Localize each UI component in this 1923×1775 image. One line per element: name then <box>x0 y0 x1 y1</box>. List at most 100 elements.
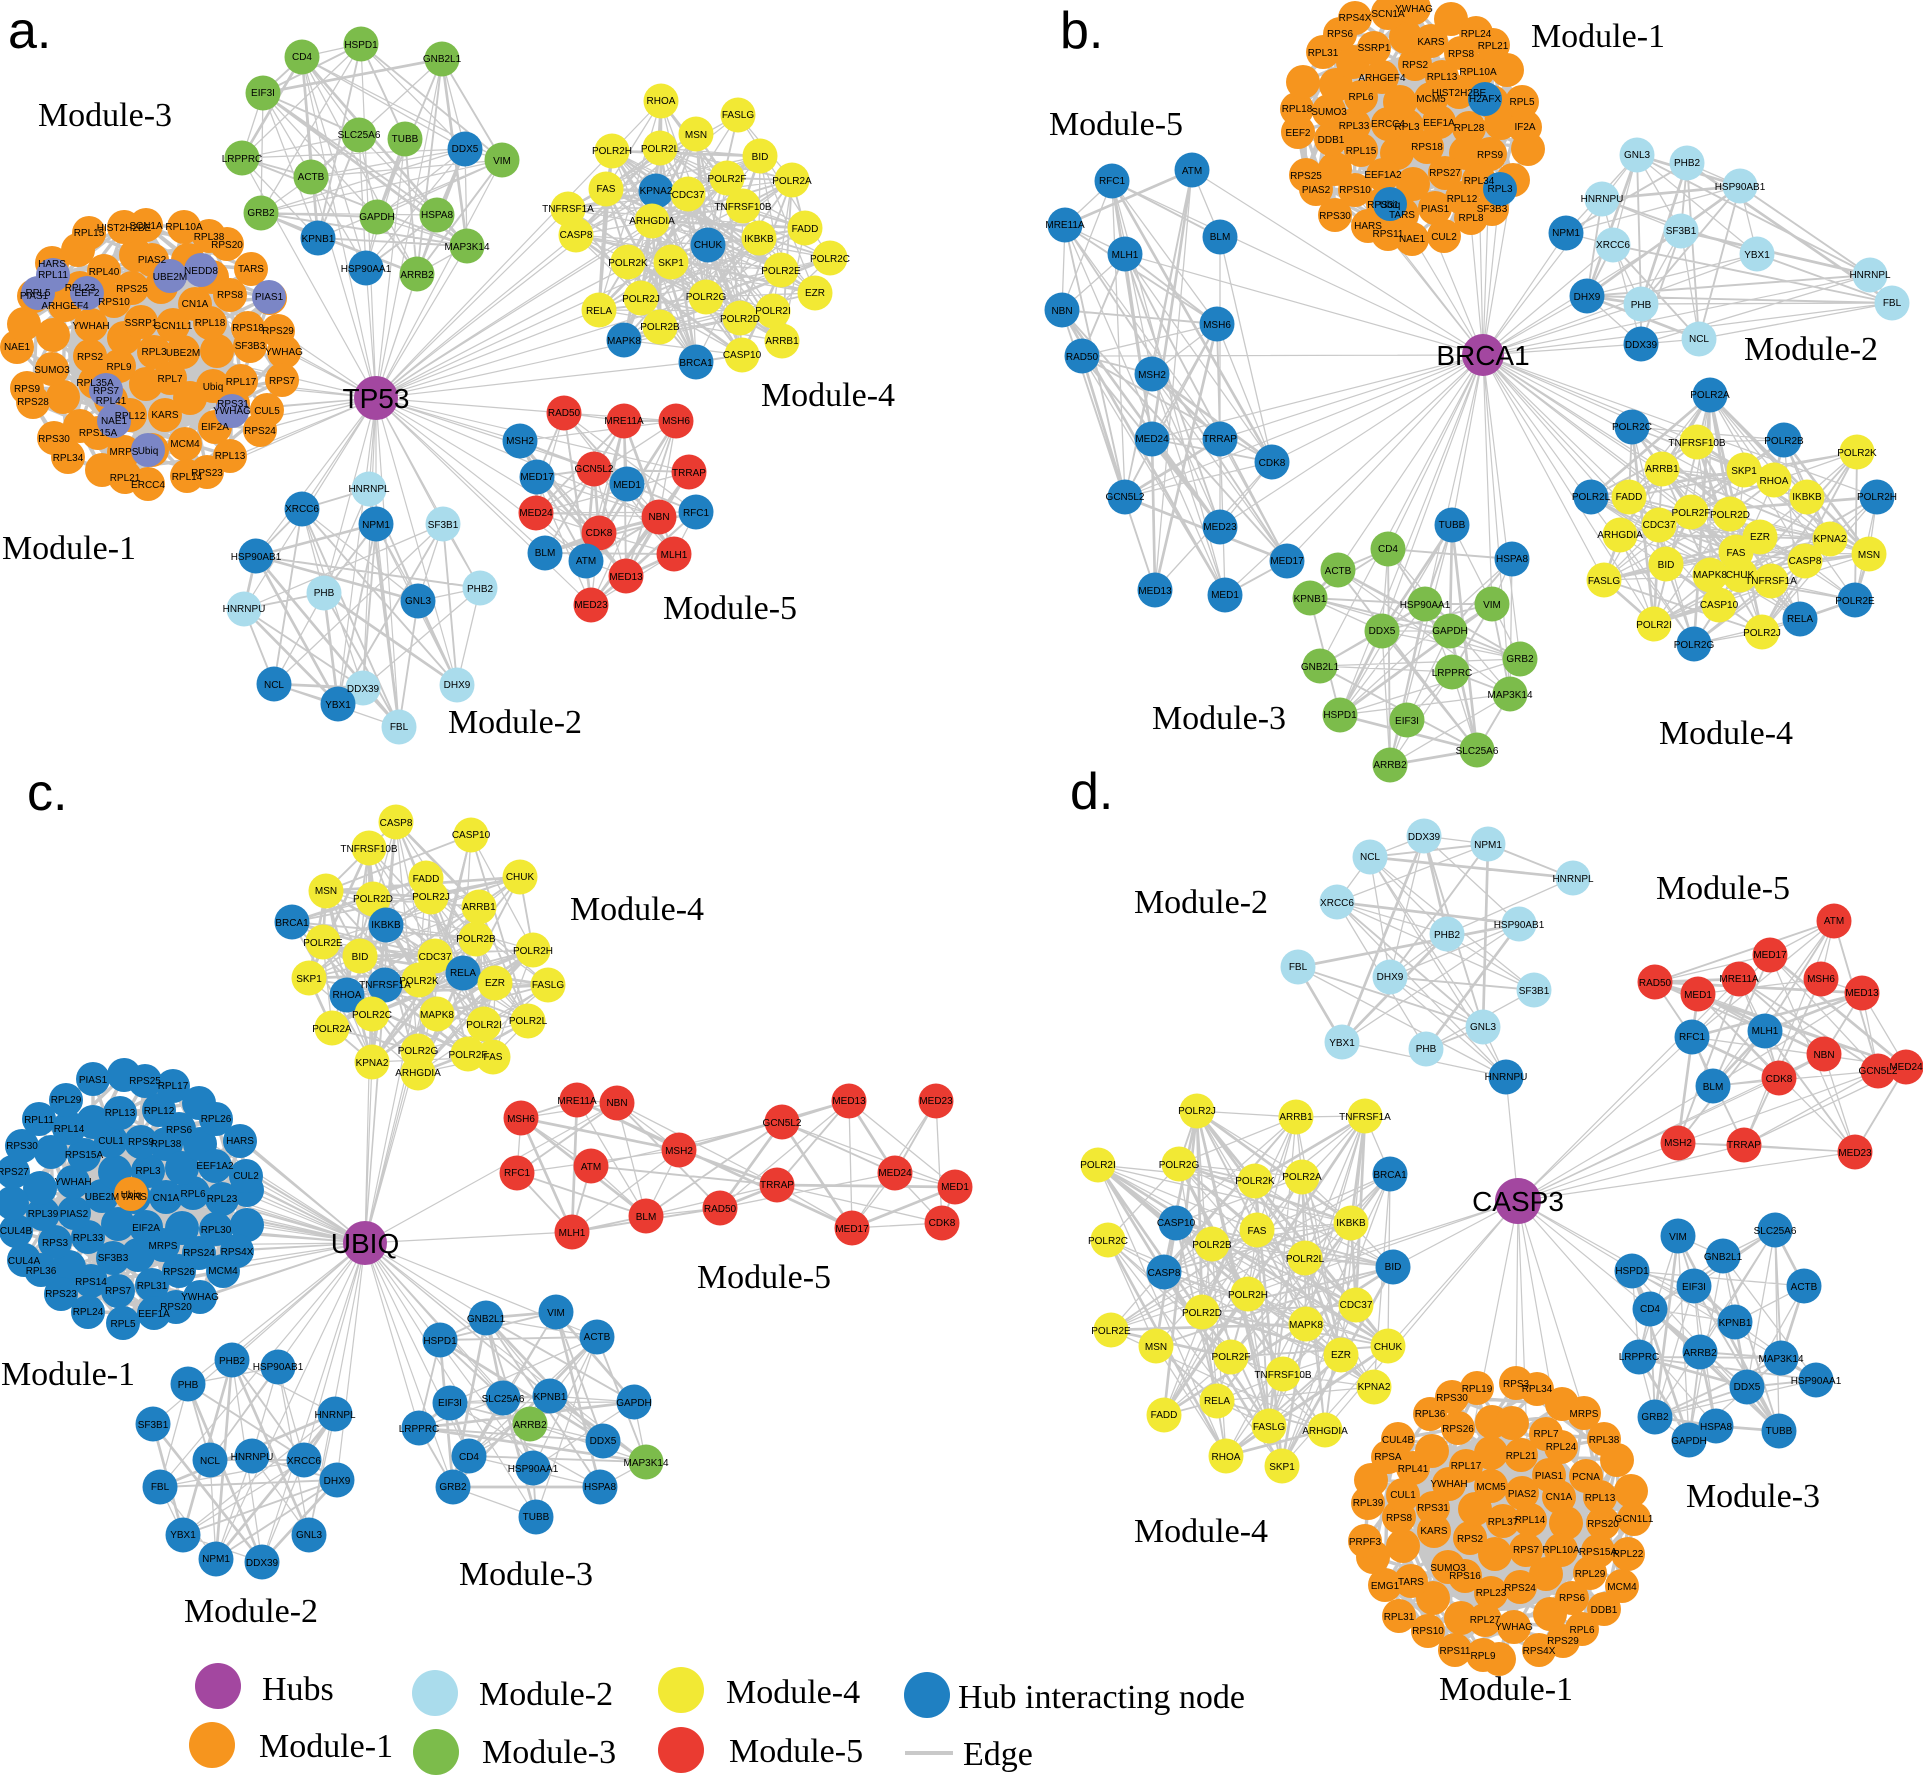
svg-text:DHX9: DHX9 <box>324 1476 351 1487</box>
svg-text:Hubs: Hubs <box>262 1671 334 1708</box>
svg-text:RPL12: RPL12 <box>115 411 146 422</box>
svg-text:TARS: TARS <box>1389 210 1415 221</box>
svg-text:RPS7: RPS7 <box>105 1286 132 1297</box>
svg-text:RPL31: RPL31 <box>1384 1612 1415 1623</box>
svg-text:RPL39: RPL39 <box>1353 1498 1384 1509</box>
svg-text:CD4: CD4 <box>1640 1304 1660 1315</box>
svg-text:EZR: EZR <box>1331 1350 1351 1361</box>
svg-text:POLR2D: POLR2D <box>1710 510 1750 521</box>
svg-text:ARRB1: ARRB1 <box>765 336 799 347</box>
svg-text:RPL23: RPL23 <box>207 1194 238 1205</box>
svg-text:CASP3: CASP3 <box>1472 1186 1564 1217</box>
svg-text:RPL3: RPL3 <box>1394 122 1419 133</box>
svg-text:NBN: NBN <box>648 512 669 523</box>
svg-text:EMG1: EMG1 <box>1371 1581 1400 1592</box>
svg-text:FBL: FBL <box>1289 962 1308 973</box>
svg-text:CASP10: CASP10 <box>452 830 491 841</box>
svg-text:MCM5: MCM5 <box>1416 94 1446 105</box>
svg-text:RPL24: RPL24 <box>73 1307 104 1318</box>
svg-text:RPL27: RPL27 <box>1470 1615 1501 1626</box>
svg-text:RHOA: RHOA <box>333 990 362 1001</box>
svg-text:RPL6: RPL6 <box>1348 92 1373 103</box>
svg-text:HSP90AA1: HSP90AA1 <box>1400 600 1451 611</box>
svg-text:CN1A: CN1A <box>1546 1492 1573 1503</box>
svg-text:BLM: BLM <box>636 1212 657 1223</box>
svg-text:RPL28: RPL28 <box>1454 123 1485 134</box>
svg-text:EIF3I: EIF3I <box>251 88 275 99</box>
svg-text:MED17: MED17 <box>1270 556 1304 567</box>
svg-text:RPS7: RPS7 <box>93 386 120 397</box>
svg-text:RPS18: RPS18 <box>1411 142 1443 153</box>
svg-text:MSH6: MSH6 <box>1807 974 1835 985</box>
svg-text:DDB1: DDB1 <box>1591 1605 1618 1616</box>
svg-text:ATM: ATM <box>576 556 596 567</box>
svg-text:SLC25A6: SLC25A6 <box>338 130 381 141</box>
svg-text:MAP3K14: MAP3K14 <box>623 1458 668 1469</box>
svg-text:FADD: FADD <box>1151 1410 1178 1421</box>
svg-text:EZR: EZR <box>485 978 505 989</box>
svg-text:POLR2I: POLR2I <box>466 1020 502 1031</box>
svg-text:TNFRSF1A: TNFRSF1A <box>1339 1112 1391 1123</box>
svg-text:MED1: MED1 <box>613 480 641 491</box>
svg-text:MSN: MSN <box>315 886 337 897</box>
svg-text:Module-5: Module-5 <box>697 1259 831 1296</box>
svg-text:RPL7: RPL7 <box>157 374 182 385</box>
svg-text:PHB2: PHB2 <box>219 1356 246 1367</box>
svg-text:MAPK8: MAPK8 <box>1693 570 1727 581</box>
svg-text:VIM: VIM <box>493 156 511 167</box>
svg-text:RPS30: RPS30 <box>38 434 70 445</box>
svg-text:Hub interacting node: Hub interacting node <box>958 1679 1245 1716</box>
svg-text:RPS24: RPS24 <box>244 426 276 437</box>
svg-text:RPS29: RPS29 <box>1547 1636 1579 1647</box>
svg-text:RPL9: RPL9 <box>106 362 131 373</box>
svg-text:Module-4: Module-4 <box>570 891 704 928</box>
svg-text:EEF2: EEF2 <box>1285 128 1310 139</box>
svg-text:GRB2: GRB2 <box>247 208 275 219</box>
svg-text:BRCA1: BRCA1 <box>1373 1170 1407 1181</box>
svg-text:MAPK8: MAPK8 <box>607 336 641 347</box>
svg-text:NBN: NBN <box>606 1098 627 1109</box>
svg-text:ATM: ATM <box>581 1162 601 1173</box>
svg-text:CDK8: CDK8 <box>586 528 613 539</box>
svg-text:TP53: TP53 <box>343 383 410 414</box>
svg-text:POLR2G: POLR2G <box>1674 640 1715 651</box>
svg-text:H2AFX: H2AFX <box>1469 94 1502 105</box>
svg-text:BLM: BLM <box>1703 1082 1724 1093</box>
svg-text:Module-5: Module-5 <box>663 590 797 627</box>
svg-text:FAS: FAS <box>1248 1226 1267 1237</box>
svg-text:ERCC4: ERCC4 <box>1371 119 1405 130</box>
svg-text:HNRNPU: HNRNPU <box>1485 1072 1528 1083</box>
svg-text:POLR2I: POLR2I <box>1080 1160 1116 1171</box>
svg-text:RPL13: RPL13 <box>105 1108 136 1119</box>
svg-text:HSPA8: HSPA8 <box>1700 1422 1732 1433</box>
svg-text:RPS26: RPS26 <box>1442 1424 1474 1435</box>
svg-text:RPL26: RPL26 <box>201 1114 232 1125</box>
svg-text:RPS6: RPS6 <box>1327 29 1354 40</box>
svg-text:RFC1: RFC1 <box>504 1168 531 1179</box>
svg-text:RPL14: RPL14 <box>54 1124 85 1135</box>
svg-text:KPNB1: KPNB1 <box>534 1392 567 1403</box>
svg-text:POLR2H: POLR2H <box>513 946 553 957</box>
svg-text:POLR2F: POLR2F <box>449 1050 488 1061</box>
svg-text:CASP10: CASP10 <box>1700 600 1739 611</box>
svg-text:POLR2L: POLR2L <box>509 1016 548 1027</box>
svg-text:SF3B3: SF3B3 <box>235 341 266 352</box>
svg-text:TRRAP: TRRAP <box>1203 434 1237 445</box>
svg-text:RPL24: RPL24 <box>1461 29 1492 40</box>
svg-text:POLR2G: POLR2G <box>1159 1160 1200 1171</box>
svg-text:DDX39: DDX39 <box>1625 340 1658 351</box>
svg-text:TUBB: TUBB <box>523 1512 550 1523</box>
svg-text:SLC25A6: SLC25A6 <box>1456 746 1499 757</box>
svg-text:d.: d. <box>1070 763 1113 821</box>
svg-text:MLH1: MLH1 <box>1112 250 1139 261</box>
svg-text:ARRB2: ARRB2 <box>513 1420 547 1431</box>
svg-text:RPL10A: RPL10A <box>1459 67 1497 78</box>
svg-text:GRB2: GRB2 <box>1641 1412 1669 1423</box>
svg-text:RPL13: RPL13 <box>1585 1493 1616 1504</box>
svg-text:RPL33: RPL33 <box>73 1233 104 1244</box>
svg-text:DDX39: DDX39 <box>1408 832 1441 843</box>
svg-text:NCL: NCL <box>200 1456 220 1467</box>
svg-text:ATM: ATM <box>1182 166 1202 177</box>
svg-text:RPL34: RPL34 <box>53 453 84 464</box>
svg-text:MED13: MED13 <box>1845 988 1879 999</box>
